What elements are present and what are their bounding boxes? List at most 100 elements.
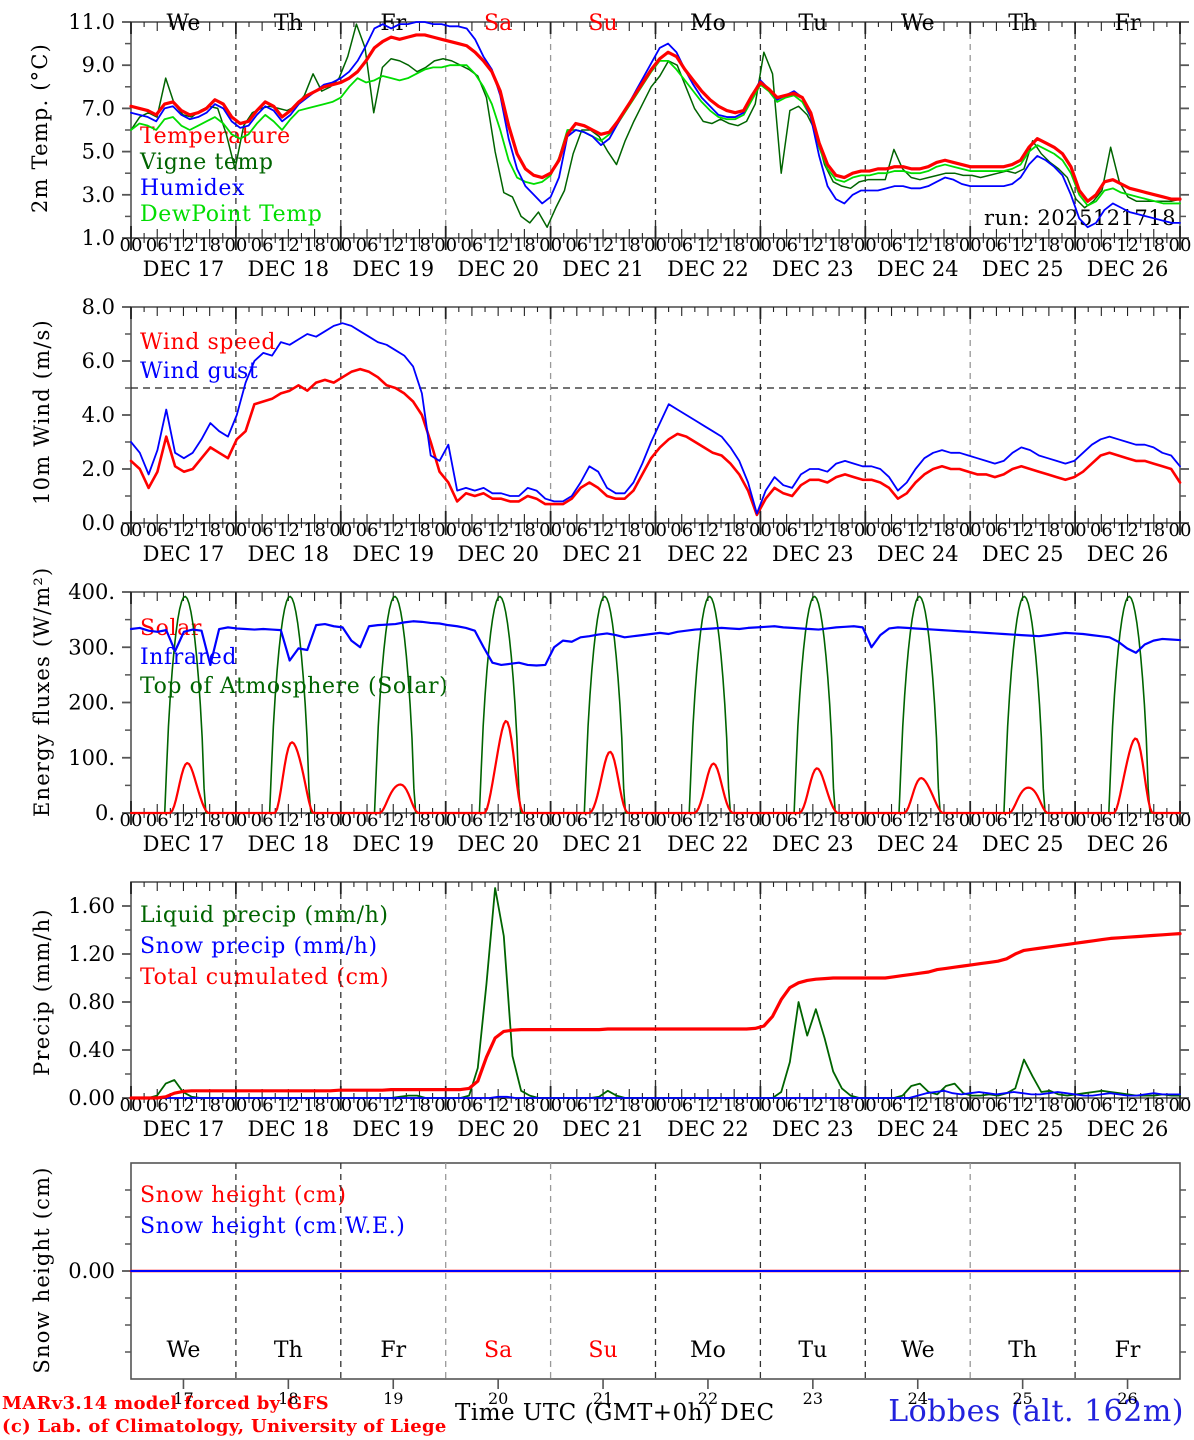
hour-tick-label: 00 (749, 1095, 772, 1116)
date-label: DEC 18 (248, 832, 330, 856)
date-label: DEC 18 (248, 257, 330, 281)
hour-tick-label: 06 (460, 520, 483, 541)
hour-tick-label: 18 (1142, 810, 1165, 831)
ytick-label-energy_fluxes: 300. (68, 635, 115, 659)
legend-item-dewpoint: DewPoint Temp (140, 202, 323, 227)
hour-tick-label: 06 (1090, 235, 1113, 256)
date-label: DEC 21 (562, 832, 644, 856)
dow-label-bottom: We (901, 1338, 935, 1363)
series-line-humidex (130, 21, 1181, 229)
hour-tick-label: 00 (120, 520, 143, 541)
hour-tick-label: 00 (539, 235, 562, 256)
hour-tick-label: 12 (906, 235, 929, 256)
hour-tick-label: 06 (460, 1095, 483, 1116)
hour-tick-label: 12 (696, 520, 719, 541)
footer-lab-line: (c) Lab. of Climatology, University of L… (2, 1416, 447, 1437)
hour-tick-label: 12 (696, 810, 719, 831)
hour-tick-label: 06 (356, 810, 379, 831)
hour-tick-label: 06 (356, 1095, 379, 1116)
hour-tick-label: 12 (382, 520, 405, 541)
ytick-label-temperature: 7.0 (82, 96, 115, 120)
hour-tick-label: 18 (828, 520, 851, 541)
dow-label-top: Sa (484, 11, 512, 36)
hour-tick-label: 00 (1064, 810, 1087, 831)
date-label: DEC 17 (143, 257, 225, 281)
date-label: DEC 17 (143, 1117, 225, 1141)
hour-tick-label: 18 (723, 810, 746, 831)
ytick-label-snow_height: 0.00 (68, 1259, 115, 1283)
hour-tick-label: 00 (749, 520, 772, 541)
date-label: DEC 23 (772, 832, 854, 856)
hour-tick-label: 06 (775, 235, 798, 256)
hour-tick-label: 12 (172, 520, 195, 541)
hour-tick-label: 06 (565, 810, 588, 831)
hour-tick-label: 00 (644, 520, 667, 541)
hour-tick-label: 06 (356, 235, 379, 256)
hour-tick-label: 00 (854, 520, 877, 541)
hour-tick-label: 06 (1090, 810, 1113, 831)
hour-tick-label: 12 (1011, 235, 1034, 256)
hour-tick-label: 18 (1037, 1095, 1060, 1116)
hour-tick-label: 06 (460, 810, 483, 831)
hour-tick-label: 06 (775, 520, 798, 541)
ytick-label-temperature: 1.0 (82, 226, 115, 250)
hour-tick-label: 00 (959, 520, 982, 541)
hour-tick-label: 00 (224, 235, 247, 256)
hour-tick-label: 06 (880, 235, 903, 256)
hour-tick-label: 06 (775, 1095, 798, 1116)
ytick-label-precip: 0.40 (68, 1038, 115, 1062)
date-label: DEC 20 (457, 542, 539, 566)
hour-tick-label: 00 (749, 235, 772, 256)
hour-tick-label: 12 (592, 520, 615, 541)
footer-model-line: MARv3.14 model forced by GFS (2, 1393, 329, 1414)
dow-label-bottom: Fr (380, 1338, 406, 1363)
date-label: DEC 19 (352, 542, 434, 566)
hour-tick-label: 12 (172, 810, 195, 831)
hour-tick-label: 18 (303, 235, 326, 256)
hour-tick-label: 18 (408, 810, 431, 831)
daynum-label: 20 (488, 1389, 508, 1408)
date-label: DEC 26 (1087, 542, 1169, 566)
series-line-temperature (129, 33, 1182, 203)
series-line-wind-speed (129, 367, 1182, 517)
hour-tick-label: 12 (801, 1095, 824, 1116)
daynum-label: 24 (908, 1389, 928, 1408)
hour-tick-label: 06 (985, 1095, 1008, 1116)
hour-tick-label: 00 (329, 810, 352, 831)
dow-label-top: Fr (1115, 11, 1141, 36)
hour-tick-label: 06 (565, 235, 588, 256)
hour-tick-label: 00 (644, 1095, 667, 1116)
date-label: DEC 25 (982, 832, 1064, 856)
hour-tick-label: 00 (539, 520, 562, 541)
daynum-label: 18 (278, 1389, 298, 1408)
hour-tick-label: 06 (1090, 1095, 1113, 1116)
hour-tick-label: 06 (775, 810, 798, 831)
hour-tick-label: 00 (959, 1095, 982, 1116)
hour-tick-label: 18 (618, 810, 641, 831)
hour-tick-label: 12 (487, 810, 510, 831)
dow-label-bottom: Fr (1115, 1338, 1141, 1363)
hour-tick-label: 06 (251, 520, 274, 541)
dow-label-bottom: Tu (798, 1338, 827, 1363)
hour-tick-label: 18 (1037, 520, 1060, 541)
hour-tick-label: 00 (854, 810, 877, 831)
date-label: DEC 22 (667, 257, 749, 281)
hour-tick-label: 12 (382, 235, 405, 256)
dow-label-bottom: We (167, 1338, 201, 1363)
daynum-label: 22 (698, 1389, 718, 1408)
dow-label-top: Th (274, 11, 303, 36)
legend-item-infrared: Infrared (140, 645, 238, 670)
hour-tick-label: 00 (120, 1095, 143, 1116)
daynum-label: 21 (593, 1389, 613, 1408)
legend-item-solar: Solar (140, 616, 202, 641)
hour-tick-label: 18 (1037, 810, 1060, 831)
hour-tick-label: 12 (906, 810, 929, 831)
series-line-infrared (129, 620, 1182, 667)
hour-tick-label: 12 (382, 1095, 405, 1116)
hour-tick-label: 18 (723, 1095, 746, 1116)
date-label: DEC 24 (877, 1117, 959, 1141)
dow-label-bottom: Th (274, 1338, 303, 1363)
hour-tick-label: 18 (303, 810, 326, 831)
hour-tick-label: 06 (985, 520, 1008, 541)
hour-tick-label: 06 (880, 1095, 903, 1116)
